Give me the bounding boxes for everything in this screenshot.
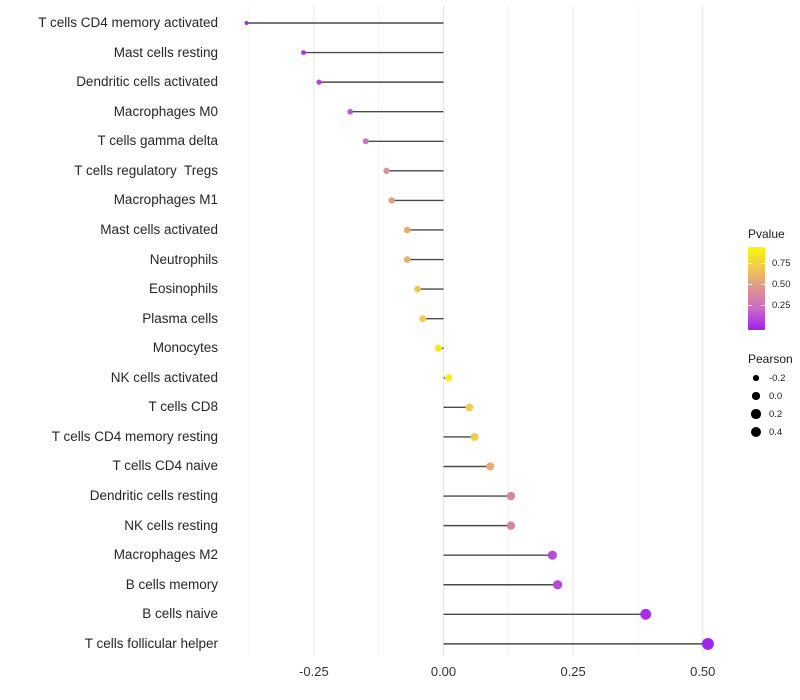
y-axis-label: Monocytes [152, 340, 218, 356]
lollipop-dot [362, 138, 369, 145]
y-axis-label: T cells follicular helper [84, 635, 218, 651]
pvalue-tick-label: 0.50 [772, 278, 791, 290]
y-axis-label: T cells CD4 naive [112, 458, 218, 474]
y-axis-label: NK cells resting [124, 517, 218, 533]
y-axis-label: Dendritic cells activated [76, 74, 218, 90]
y-axis-label: T cells regulatory Tregs [74, 162, 218, 178]
lollipop-dot [470, 433, 479, 441]
pearson-size-dot [751, 409, 761, 419]
x-axis-tick-label: 0.50 [690, 664, 716, 679]
lollipop-dot [486, 462, 495, 471]
y-axis-label: NK cells activated [110, 369, 218, 385]
lollipop-dot [388, 197, 395, 204]
y-axis-label: Plasma cells [142, 310, 218, 326]
y-axis-label: Eosinophils [148, 281, 218, 297]
y-axis-label: T cells gamma delta [97, 133, 218, 149]
pvalue-tick-label: 0.75 [772, 258, 791, 270]
lollipop-dot [506, 521, 516, 530]
pearson-size-dot [752, 392, 760, 400]
pvalue-tick-label: 0.25 [772, 299, 791, 311]
y-axis-label: Dendritic cells resting [89, 488, 218, 504]
pearson-size-dot [750, 426, 762, 438]
lollipop-dot [403, 226, 411, 234]
y-axis-label: Mast cells resting [113, 44, 218, 60]
pearson-size-label: 0.0 [769, 390, 783, 402]
lollipop-dot [244, 21, 249, 25]
lollipop-dot [414, 285, 422, 293]
x-axis-tick-label: 0.00 [430, 664, 457, 679]
lollipop-dot [552, 580, 563, 590]
y-axis-label: T cells CD8 [148, 399, 218, 415]
pearson-size-label: -0.2 [769, 372, 786, 384]
pearson-size-label: 0.4 [769, 426, 783, 438]
lollipop-dot [419, 315, 427, 323]
lollipop-dot [434, 344, 442, 352]
pvalue-colorbar-notch [761, 283, 765, 285]
pvalue-colorbar-notch [748, 283, 752, 285]
lollipop-dot [383, 167, 390, 174]
lollipop-dot [403, 256, 411, 263]
pearson-legend-title: Pearson [748, 352, 793, 366]
pvalue-colorbar-notch [761, 263, 765, 265]
y-axis-label: Mast cells activated [100, 221, 218, 237]
pearson-size-label: 0.2 [769, 408, 783, 420]
lollipop-dot [347, 108, 354, 115]
pvalue-colorbar [748, 247, 765, 330]
y-axis-label: B cells naive [142, 606, 218, 622]
lollipop-dot [444, 374, 453, 382]
lollipop-dot [301, 50, 306, 56]
lollipop-dot [465, 403, 474, 412]
pvalue-colorbar-notch [761, 304, 765, 306]
lollipop-dot [547, 550, 557, 560]
lollipop-dot [316, 79, 322, 85]
y-axis-label: B cells memory [125, 576, 218, 592]
y-axis-label: Macrophages M2 [113, 547, 218, 563]
lollipop-dot [640, 608, 652, 620]
y-axis-label: Neutrophils [149, 251, 218, 267]
x-axis-tick-label: -0.25 [299, 664, 329, 679]
lollipop-dot [506, 491, 516, 501]
y-axis-label: Macrophages M0 [113, 103, 218, 119]
pvalue-legend-title: Pvalue [748, 227, 785, 241]
y-axis-label: T cells CD4 memory activated [38, 15, 218, 30]
lollipop-dot [701, 637, 714, 650]
y-axis-label: Macrophages M1 [113, 192, 218, 208]
pearson-size-dot [753, 375, 759, 381]
pvalue-colorbar-notch [748, 304, 752, 306]
y-axis-label: T cells CD4 memory resting [51, 428, 218, 444]
pvalue-colorbar-notch [748, 263, 752, 265]
x-axis-tick-label: 0.25 [560, 664, 586, 679]
